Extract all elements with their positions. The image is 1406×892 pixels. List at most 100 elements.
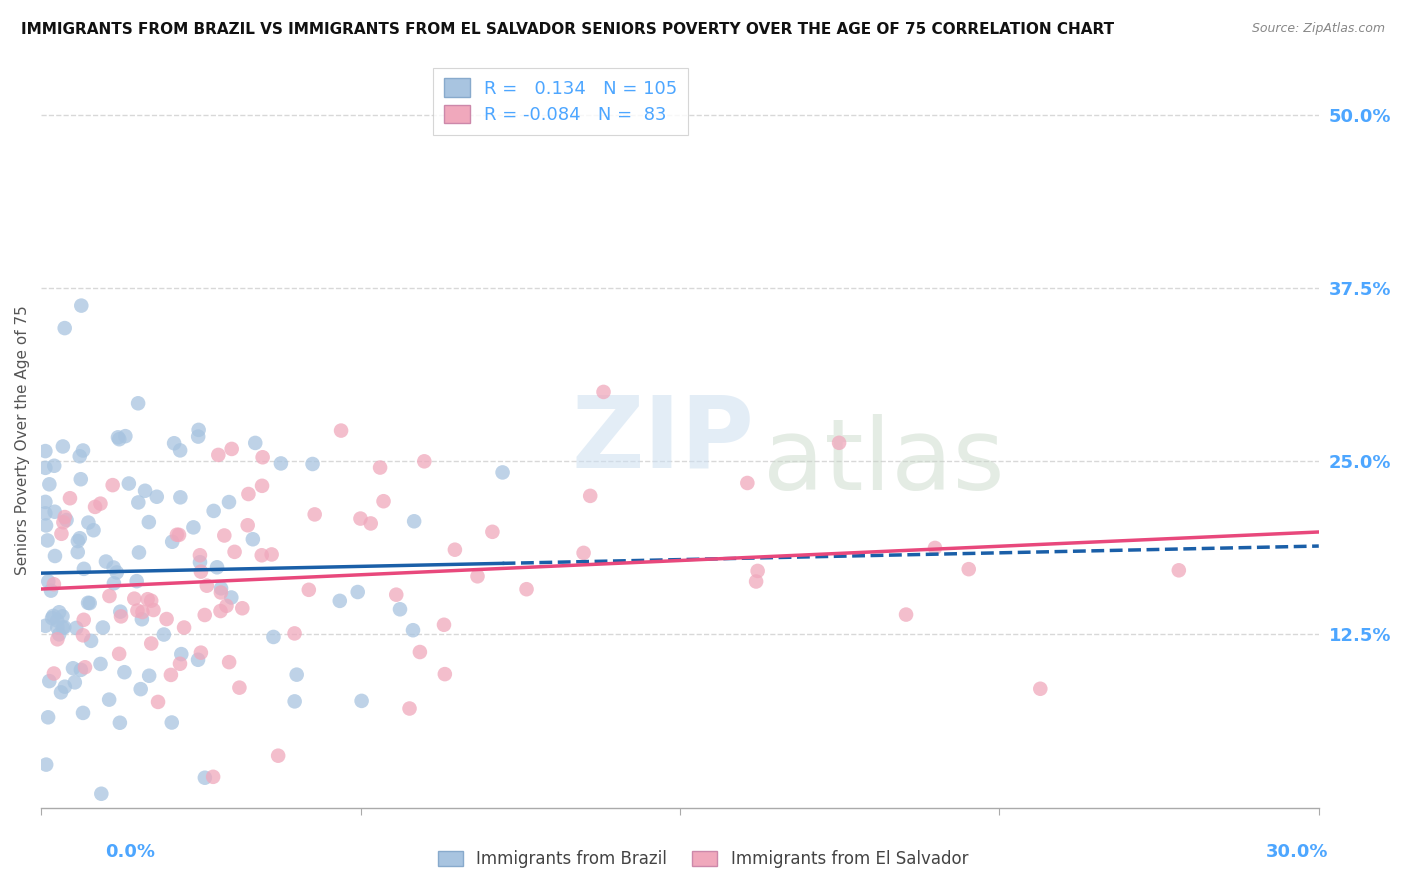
Point <box>37 533 59 548</box>
Point <box>515 582 537 597</box>
Point <box>42 577 65 591</box>
Point <box>73 613 96 627</box>
Point <box>69 531 91 545</box>
Point <box>187 653 209 667</box>
Point <box>373 494 395 508</box>
Point <box>52 440 75 454</box>
Point <box>51 609 73 624</box>
Point <box>108 647 131 661</box>
Point <box>160 534 183 549</box>
Point <box>207 448 229 462</box>
Point <box>69 450 91 464</box>
Point <box>77 516 100 530</box>
Point <box>90 787 112 801</box>
Point <box>107 430 129 444</box>
Text: 0.0%: 0.0% <box>105 843 156 861</box>
Point <box>35 757 58 772</box>
Point <box>41 611 63 625</box>
Point <box>46 632 69 647</box>
Point <box>231 601 253 615</box>
Point <box>62 661 84 675</box>
Point <box>59 491 82 506</box>
Point <box>91 620 114 634</box>
Point <box>579 489 602 503</box>
Point <box>218 495 240 509</box>
Point <box>894 607 917 622</box>
Point <box>146 695 169 709</box>
Point <box>44 505 66 519</box>
Point <box>160 668 183 682</box>
Point <box>188 555 211 569</box>
Point <box>169 443 191 458</box>
Point <box>52 516 75 530</box>
Text: atlas: atlas <box>763 414 1005 511</box>
Point <box>173 621 195 635</box>
Point <box>283 626 305 640</box>
Point <box>163 436 186 450</box>
Point <box>252 450 274 465</box>
Point <box>72 706 94 720</box>
Point <box>267 748 290 763</box>
Point <box>169 657 191 671</box>
Point <box>209 604 232 618</box>
Point <box>215 599 238 613</box>
Point <box>409 645 432 659</box>
Y-axis label: Seniors Poverty Over the Age of 75: Seniors Poverty Over the Age of 75 <box>15 306 30 575</box>
Point <box>329 594 352 608</box>
Point <box>108 715 131 730</box>
Point <box>209 585 232 599</box>
Point <box>80 633 103 648</box>
Point <box>48 627 70 641</box>
Point <box>242 533 264 547</box>
Point <box>134 483 156 498</box>
Point <box>69 472 91 486</box>
Point <box>53 510 76 524</box>
Point <box>89 657 111 671</box>
Point <box>188 548 211 562</box>
Point <box>44 549 66 563</box>
Point <box>301 457 323 471</box>
Point <box>73 562 96 576</box>
Point <box>35 518 58 533</box>
Point <box>83 523 105 537</box>
Point <box>108 432 131 446</box>
Point <box>48 605 70 619</box>
Point <box>218 655 240 669</box>
Point <box>34 444 56 458</box>
Point <box>141 593 163 607</box>
Point <box>209 582 232 596</box>
Point <box>236 518 259 533</box>
Point <box>42 608 65 623</box>
Text: 30.0%: 30.0% <box>1267 843 1329 861</box>
Point <box>73 660 96 674</box>
Point <box>103 576 125 591</box>
Point <box>53 620 76 634</box>
Point <box>118 476 141 491</box>
Point <box>79 596 101 610</box>
Point <box>170 647 193 661</box>
Point <box>491 466 513 480</box>
Point <box>105 566 128 580</box>
Legend: R =   0.134   N = 105, R = -0.084   N =  83: R = 0.134 N = 105, R = -0.084 N = 83 <box>433 68 688 136</box>
Point <box>167 528 190 542</box>
Point <box>37 710 59 724</box>
Point <box>433 617 456 632</box>
Point <box>194 607 217 622</box>
Point <box>34 495 56 509</box>
Point <box>155 612 177 626</box>
Point <box>127 603 149 617</box>
Point <box>187 423 209 437</box>
Text: ZIP: ZIP <box>571 392 754 489</box>
Point <box>70 299 93 313</box>
Point <box>77 596 100 610</box>
Point <box>141 636 163 650</box>
Point <box>138 515 160 529</box>
Point <box>828 435 851 450</box>
Point <box>298 582 321 597</box>
Point <box>66 545 89 559</box>
Point <box>402 624 425 638</box>
Point <box>34 460 56 475</box>
Point <box>138 669 160 683</box>
Point <box>39 583 62 598</box>
Point <box>124 591 146 606</box>
